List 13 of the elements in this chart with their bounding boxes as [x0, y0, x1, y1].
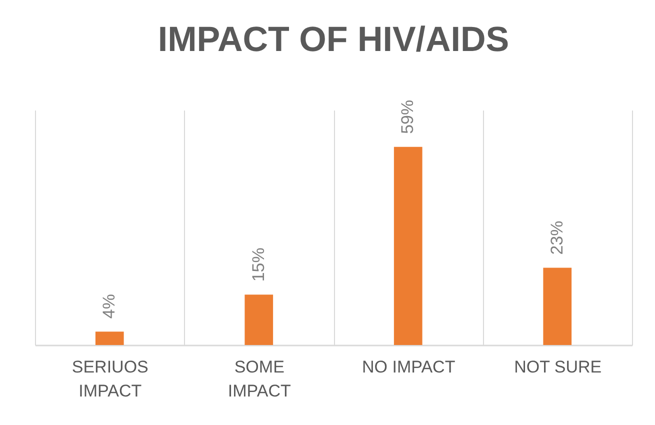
- x-tick-label: SOME IMPACT: [228, 358, 291, 400]
- bar: [543, 268, 572, 345]
- x-tick-label: SERIUOS IMPACT: [72, 358, 148, 400]
- bar: [394, 146, 422, 345]
- data-label: 4%: [100, 294, 119, 319]
- bar: [244, 294, 274, 345]
- data-label: 15%: [248, 248, 268, 282]
- bar: [95, 332, 124, 345]
- x-tick-label: NOT SURE: [514, 358, 602, 376]
- chart-title: IMPACT OF HIV/AIDS: [158, 20, 510, 59]
- x-tick-label: NO IMPACT: [362, 358, 456, 376]
- data-label: 23%: [547, 220, 566, 255]
- data-label: 59%: [398, 100, 418, 134]
